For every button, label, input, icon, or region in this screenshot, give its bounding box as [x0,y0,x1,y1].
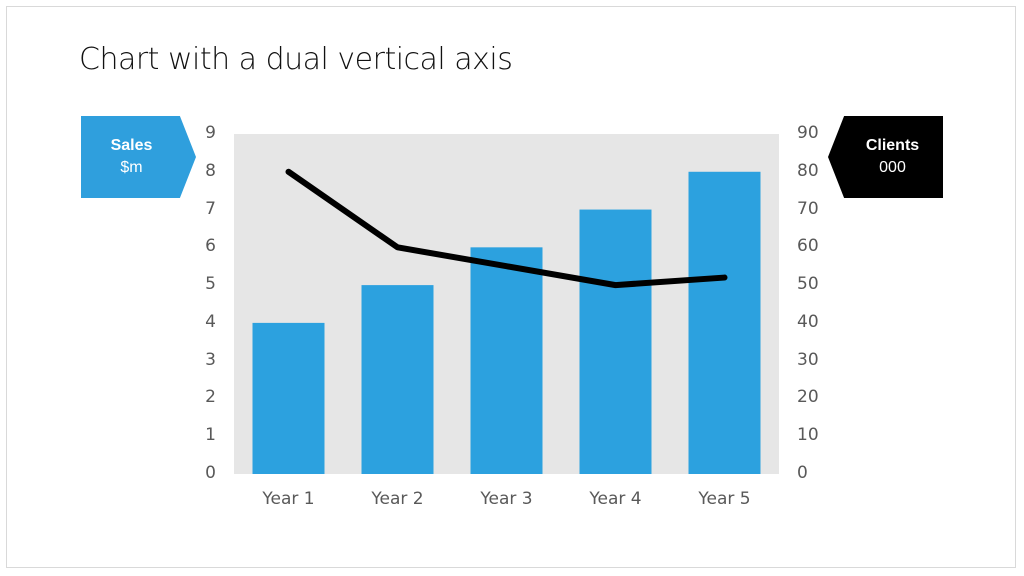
bar-2 [361,285,434,474]
right-axis-tag-title: Clients [865,137,920,154]
x-tick-label: Year 5 [698,489,751,509]
bar-5 [688,171,761,474]
left-tick-label: 2 [205,387,216,408]
bar-4 [579,209,652,475]
right-tick-label: 10 [797,425,819,446]
right-tick-label: 50 [797,274,819,295]
right-tick-label: 90 [797,123,819,143]
right-tick-label: 30 [797,349,819,370]
left-axis-tag-title: Sales [110,137,153,154]
right-tick-label: 0 [797,463,808,483]
right-tick-label: 20 [797,387,819,408]
left-tick-label: 4 [205,311,216,332]
right-tick-label: 80 [797,160,819,181]
left-tick-label: 5 [205,274,216,295]
x-tick-label: Year 4 [589,489,642,509]
right-tick-label: 60 [797,236,819,257]
x-tick-label: Year 1 [262,489,315,509]
left-axis-tag-unit: $m [120,159,143,176]
right-tick-label: 70 [797,198,819,219]
bar-series [252,171,761,475]
bar-1 [252,322,325,474]
x-tick-label: Year 2 [371,489,424,509]
left-tick-label: 3 [205,349,216,370]
left-tick-label: 6 [205,236,216,257]
left-tick-label: 0 [205,463,216,483]
left-tick-label: 9 [205,123,216,143]
right-axis-tag: Clients 000 [828,116,943,198]
left-tick-label: 8 [205,160,216,181]
page-title: Chart with a dual vertical axis [79,42,513,77]
left-tick-label: 1 [205,425,216,446]
left-tick-label: 7 [205,198,216,219]
right-tick-label: 40 [797,311,819,332]
bar-3 [470,247,543,474]
line-series [285,168,728,289]
right-axis-tag-unit: 000 [879,159,906,176]
x-tick-label: Year 3 [480,489,533,509]
left-axis-tag: Sales $m [81,116,196,198]
